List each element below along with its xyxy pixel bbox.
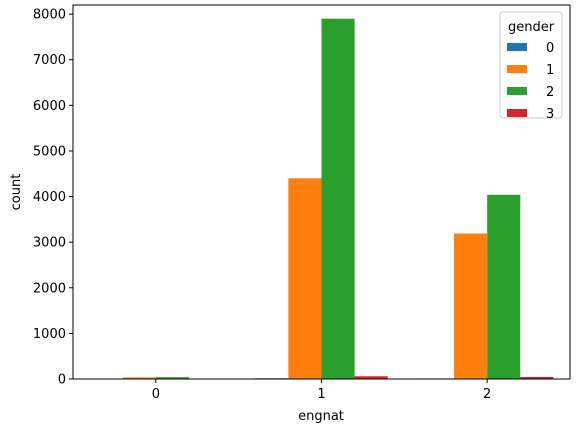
- y-tick-label: 0: [58, 373, 66, 388]
- bar-engnat-0-gender-1: [122, 377, 156, 379]
- y-tick-label: 6000: [33, 99, 66, 114]
- legend-swatch-2: [507, 87, 527, 95]
- legend-swatch-1: [507, 65, 527, 73]
- y-tick-label: 4000: [33, 190, 66, 205]
- x-axis: 0 1 2: [152, 379, 491, 402]
- legend-label-3: 3: [546, 107, 554, 122]
- legend-swatch-3: [507, 109, 527, 117]
- bar-engnat-1-gender-1: [288, 178, 322, 379]
- y-tick-label: 1000: [33, 327, 66, 342]
- y-tick-label: 8000: [33, 8, 66, 23]
- y-axis-label: count: [9, 174, 24, 211]
- bar-engnat-2-gender-1: [454, 233, 488, 379]
- y-tick-label: 2000: [33, 281, 66, 296]
- legend-swatch-0: [507, 43, 527, 51]
- legend-label-0: 0: [546, 41, 554, 56]
- x-axis-label: engnat: [298, 409, 344, 424]
- bar-engnat-0-gender-2: [155, 377, 189, 379]
- y-tick-label: 7000: [33, 53, 66, 68]
- bar-engnat-2-gender-3: [520, 376, 554, 379]
- bars-layer: [89, 18, 554, 380]
- legend-title: gender: [508, 20, 555, 35]
- legend: gender 0 1 2 3: [499, 11, 563, 122]
- bar-engnat-2-gender-2: [487, 194, 521, 379]
- y-axis: 0 1000 2000 3000 4000 5000 6000 7000 8000: [33, 8, 73, 388]
- bar-engnat-1-gender-3: [354, 376, 388, 379]
- y-tick-label: 5000: [33, 144, 66, 159]
- y-tick-label: 3000: [33, 236, 66, 251]
- legend-label-2: 2: [546, 85, 554, 100]
- bar-engnat-1-gender-2: [321, 18, 355, 380]
- legend-label-1: 1: [546, 63, 554, 78]
- x-tick-label: 2: [483, 387, 491, 402]
- x-tick-label: 1: [317, 387, 325, 402]
- x-tick-label: 0: [152, 387, 160, 402]
